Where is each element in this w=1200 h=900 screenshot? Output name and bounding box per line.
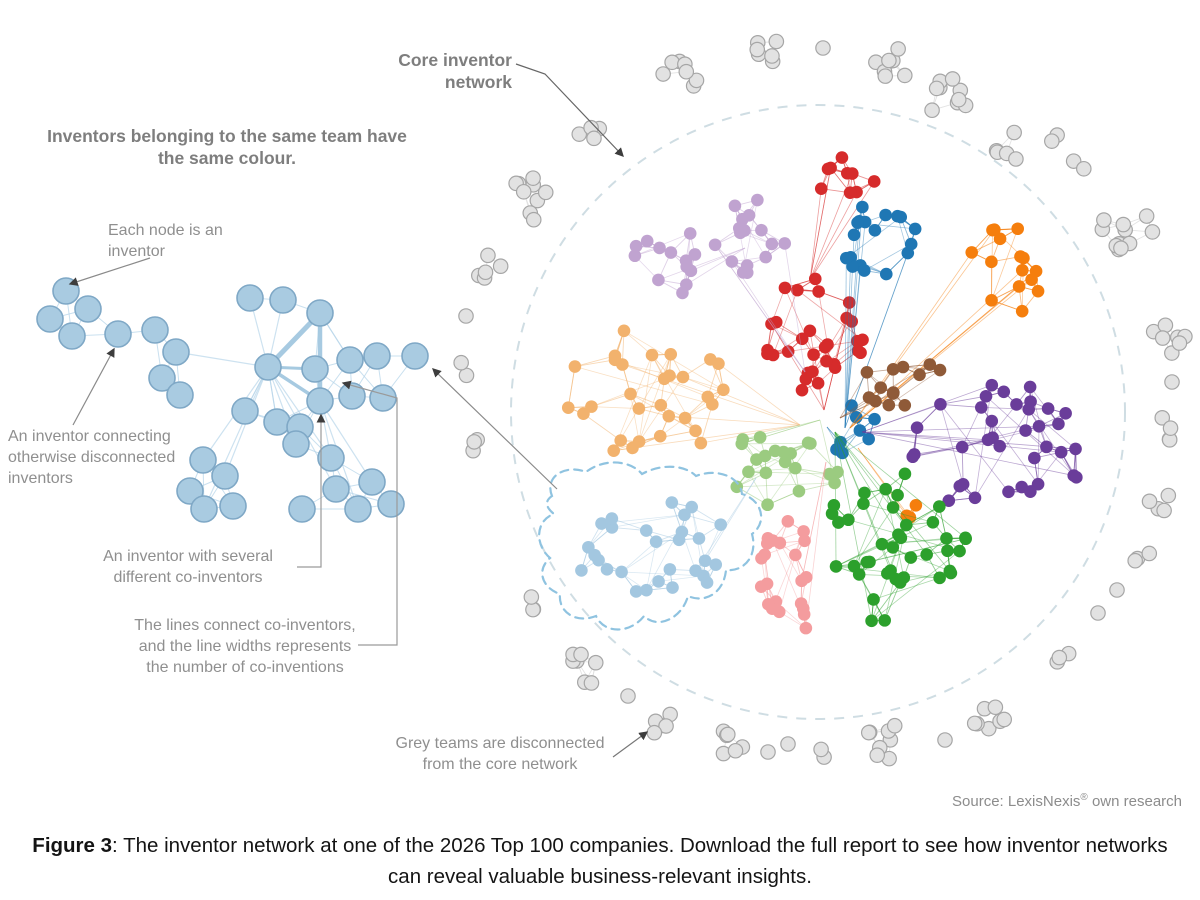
line-widths-label: The lines connect co-inventors, and the …: [134, 617, 356, 677]
core-network-label: Core inventor network: [398, 50, 512, 92]
team-cluster-brown-team: [839, 358, 947, 419]
grey-teams: [453, 33, 1193, 767]
source-suffix: own research: [1087, 793, 1182, 810]
registered-mark: ®: [1080, 792, 1088, 803]
team-cluster-red-team: [761, 272, 869, 411]
team-cluster-lavender-team-a: [708, 193, 806, 373]
team-link-arrow: [432, 368, 558, 490]
each-node-arrow: [68, 257, 151, 286]
figure-caption: Figure 3: The inventor network at one of…: [0, 831, 1200, 893]
core-network-boundary: [510, 104, 1126, 720]
grey-teams-arrow: [612, 731, 649, 758]
lines-arrow: [341, 380, 398, 646]
team-cluster-blue-center: [826, 399, 881, 460]
team-cluster-purple-team: [861, 378, 1083, 507]
source-credit: Source: LexisNexis® own research: [952, 792, 1182, 810]
figure-label: Figure 3: [32, 834, 113, 857]
highlighted-team-outline: [538, 461, 763, 631]
connecting-arrow: [72, 347, 115, 426]
figure-text: : The inventor network at one of the 202…: [112, 834, 1168, 888]
team-cluster-pink-team: [754, 461, 827, 635]
team-cluster-green-team: [825, 431, 972, 628]
several-arrow: [297, 413, 326, 568]
core-network-arrow: [515, 63, 624, 157]
team-cluster-tan-team: [561, 324, 801, 457]
connector-inventor-label: An inventor connecting otherwise disconn…: [8, 428, 176, 488]
team-cluster-light-green-team: [730, 419, 844, 512]
several-coinventors-label: An inventor with several different co-in…: [103, 548, 273, 587]
team-colour-note: Inventors belonging to the same team hav…: [47, 126, 407, 168]
team-cluster-lavender-team-b: [628, 227, 746, 300]
each-node-label: Each node is an inventor: [108, 222, 223, 261]
team-cluster-light-blue-team: [575, 477, 757, 598]
team-cluster-blue-team: [839, 200, 922, 429]
grey-teams-label: Grey teams are disconnected from the cor…: [395, 735, 605, 774]
source-prefix: Source: LexisNexis: [952, 793, 1081, 810]
team-cluster-red-satellite: [809, 151, 881, 281]
